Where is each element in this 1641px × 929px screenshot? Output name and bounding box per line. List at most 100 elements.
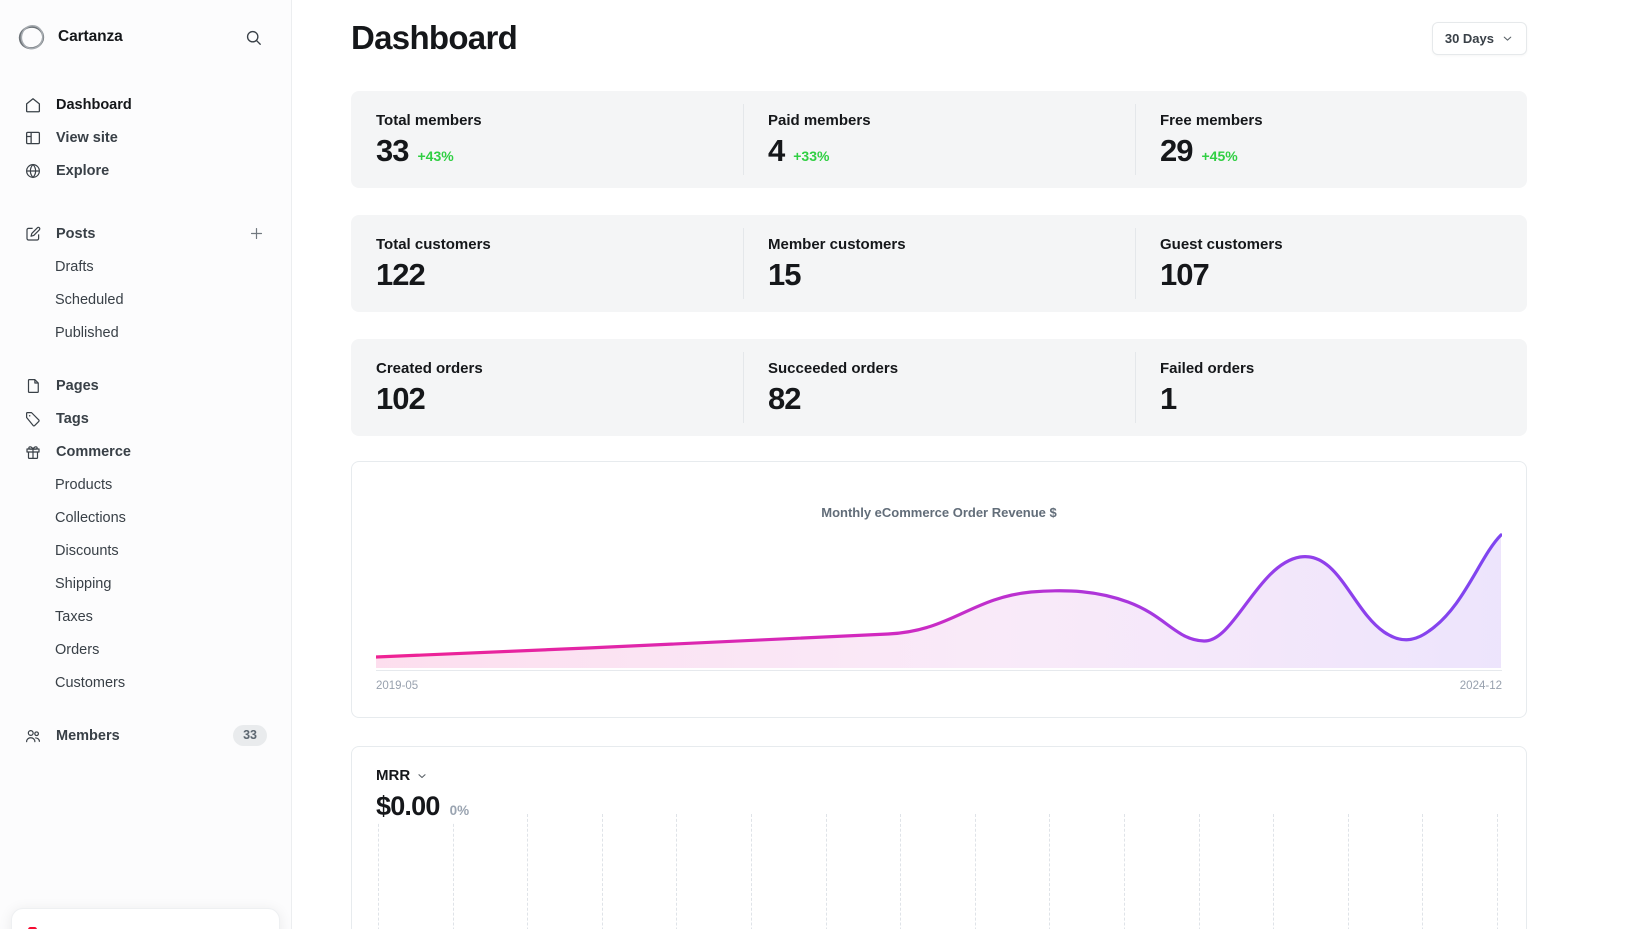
stat-delta: +43% xyxy=(417,148,454,164)
stat-created-orders[interactable]: Created orders 102 xyxy=(351,339,743,436)
stat-value: 4 xyxy=(768,133,785,168)
stat-label: Total members xyxy=(376,112,482,129)
sidebar-item-label: View site xyxy=(56,129,118,146)
stat-label: Free members xyxy=(1160,112,1263,129)
stat-value: 1 xyxy=(1160,381,1177,416)
date-range-select[interactable]: 30 Days xyxy=(1431,22,1527,55)
sidebar-item-label: Tags xyxy=(56,410,89,427)
sidebar-item-label: Discounts xyxy=(55,542,119,559)
sidebar-item-label: Dashboard xyxy=(56,96,132,113)
site-title: Cartanza xyxy=(58,28,123,45)
stat-delta: +33% xyxy=(793,148,830,164)
sidebar-item-pages[interactable]: Pages xyxy=(0,369,291,402)
stats-row-customers: Total customers 122 Member customers 15 … xyxy=(351,215,1527,312)
sidebar-item-explore[interactable]: Explore xyxy=(0,154,291,187)
sidebar-item-label: Posts xyxy=(56,225,96,242)
sidebar-item-view-site[interactable]: View site xyxy=(0,121,291,154)
mrr-card: MRR $0.00 0% xyxy=(351,746,1527,929)
stat-label: Failed orders xyxy=(1160,360,1255,377)
search-icon xyxy=(246,30,261,45)
sidebar-item-scheduled[interactable]: Scheduled xyxy=(0,283,291,316)
stat-value: 29 xyxy=(1160,133,1193,168)
sidebar-item-shipping[interactable]: Shipping xyxy=(0,567,291,600)
sidebar-item-label: Collections xyxy=(55,509,126,526)
new-post-button[interactable] xyxy=(245,223,267,245)
globe-icon xyxy=(24,162,42,180)
stat-member-customers[interactable]: Member customers 15 xyxy=(743,215,1135,312)
sidebar-item-discounts[interactable]: Discounts xyxy=(0,534,291,567)
search-button[interactable] xyxy=(239,23,267,51)
sidebar-item-commerce[interactable]: Commerce xyxy=(0,435,291,468)
sidebar-item-tags[interactable]: Tags xyxy=(0,402,291,435)
stat-value: 33 xyxy=(376,133,409,168)
stat-delta: +45% xyxy=(1201,148,1238,164)
page-icon xyxy=(24,377,42,395)
sidebar-item-label: Explore xyxy=(56,162,110,179)
sidebar-item-label: Members xyxy=(56,727,120,744)
mrr-metric: $0.00 0% xyxy=(376,791,476,822)
sidebar-item-published[interactable]: Published xyxy=(0,316,291,349)
sidebar-item-taxes[interactable]: Taxes xyxy=(0,600,291,633)
sidebar-nav: Dashboard View site Explore Posts Dra xyxy=(0,74,291,752)
nav-spacer xyxy=(0,349,291,369)
x-axis-start-label: 2019-05 xyxy=(376,680,419,692)
stat-value: 82 xyxy=(768,381,801,416)
stat-free-members[interactable]: Free members 29 +45% xyxy=(1135,91,1527,188)
notification-icon xyxy=(28,927,37,929)
mrr-label: MRR xyxy=(376,767,411,784)
sidebar-item-products[interactable]: Products xyxy=(0,468,291,501)
members-count-badge: 33 xyxy=(233,725,267,746)
sidebar-item-collections[interactable]: Collections xyxy=(0,501,291,534)
sidebar-item-drafts[interactable]: Drafts xyxy=(0,250,291,283)
stat-failed-orders[interactable]: Failed orders 1 xyxy=(1135,339,1527,436)
revenue-chart-plot[interactable] xyxy=(376,528,1502,671)
revenue-chart-card: Monthly eCommerce Order Revenue $ xyxy=(351,461,1527,718)
sidebar-item-label: Pages xyxy=(56,377,99,394)
stat-value: 15 xyxy=(768,257,801,292)
sidebar-header: Cartanza xyxy=(0,0,291,74)
members-icon xyxy=(24,727,42,745)
stat-label: Created orders xyxy=(376,360,483,377)
stat-total-customers[interactable]: Total customers 122 xyxy=(351,215,743,312)
chevron-down-icon xyxy=(418,773,426,778)
sidebar-item-posts[interactable]: Posts xyxy=(0,217,291,250)
sidebar-item-orders[interactable]: Orders xyxy=(0,633,291,666)
gift-icon xyxy=(24,443,42,461)
stat-value: 107 xyxy=(1160,257,1210,292)
mrr-value: $0.00 xyxy=(376,791,440,821)
stat-total-members[interactable]: Total members 33 +43% xyxy=(351,91,743,188)
sidebar-item-members[interactable]: Members 33 xyxy=(0,719,291,752)
stat-guest-customers[interactable]: Guest customers 107 xyxy=(1135,215,1527,312)
stats-row-members: Total members 33 +43% Paid members 4 +33… xyxy=(351,91,1527,188)
page-header: Dashboard 30 Days xyxy=(351,0,1527,56)
stat-value: 102 xyxy=(376,381,426,416)
sidebar: Cartanza Dashboard View site Explore xyxy=(0,0,292,929)
stat-label: Paid members xyxy=(768,112,871,129)
sidebar-item-customers[interactable]: Customers xyxy=(0,666,291,699)
sidebar-item-label: Scheduled xyxy=(55,291,124,308)
sidebar-item-label: Published xyxy=(55,324,119,341)
whats-new-card[interactable] xyxy=(11,908,280,929)
x-axis-line xyxy=(376,670,1502,671)
stat-label: Total customers xyxy=(376,236,491,253)
mrr-metric-select[interactable]: MRR xyxy=(376,767,429,784)
stat-label: Guest customers xyxy=(1160,236,1283,253)
browser-window-icon xyxy=(24,129,42,147)
x-axis-end-label: 2024-12 xyxy=(1459,680,1502,692)
chevron-down-icon xyxy=(1503,36,1512,41)
mrr-delta: 0% xyxy=(449,803,470,818)
stat-label: Succeeded orders xyxy=(768,360,899,377)
revenue-line-chart xyxy=(376,533,1502,668)
stat-succeeded-orders[interactable]: Succeeded orders 82 xyxy=(743,339,1135,436)
home-icon xyxy=(24,96,42,114)
sidebar-item-dashboard[interactable]: Dashboard xyxy=(0,88,291,121)
nav-spacer xyxy=(0,187,291,217)
sidebar-item-label: Taxes xyxy=(55,608,93,625)
revenue-chart-title: Monthly eCommerce Order Revenue $ xyxy=(821,505,1057,520)
stat-label: Member customers xyxy=(768,236,906,253)
tag-icon xyxy=(24,410,42,428)
nav-spacer xyxy=(0,699,291,719)
sidebar-item-label: Orders xyxy=(55,641,100,658)
stat-paid-members[interactable]: Paid members 4 +33% xyxy=(743,91,1135,188)
page-title: Dashboard xyxy=(351,19,518,56)
